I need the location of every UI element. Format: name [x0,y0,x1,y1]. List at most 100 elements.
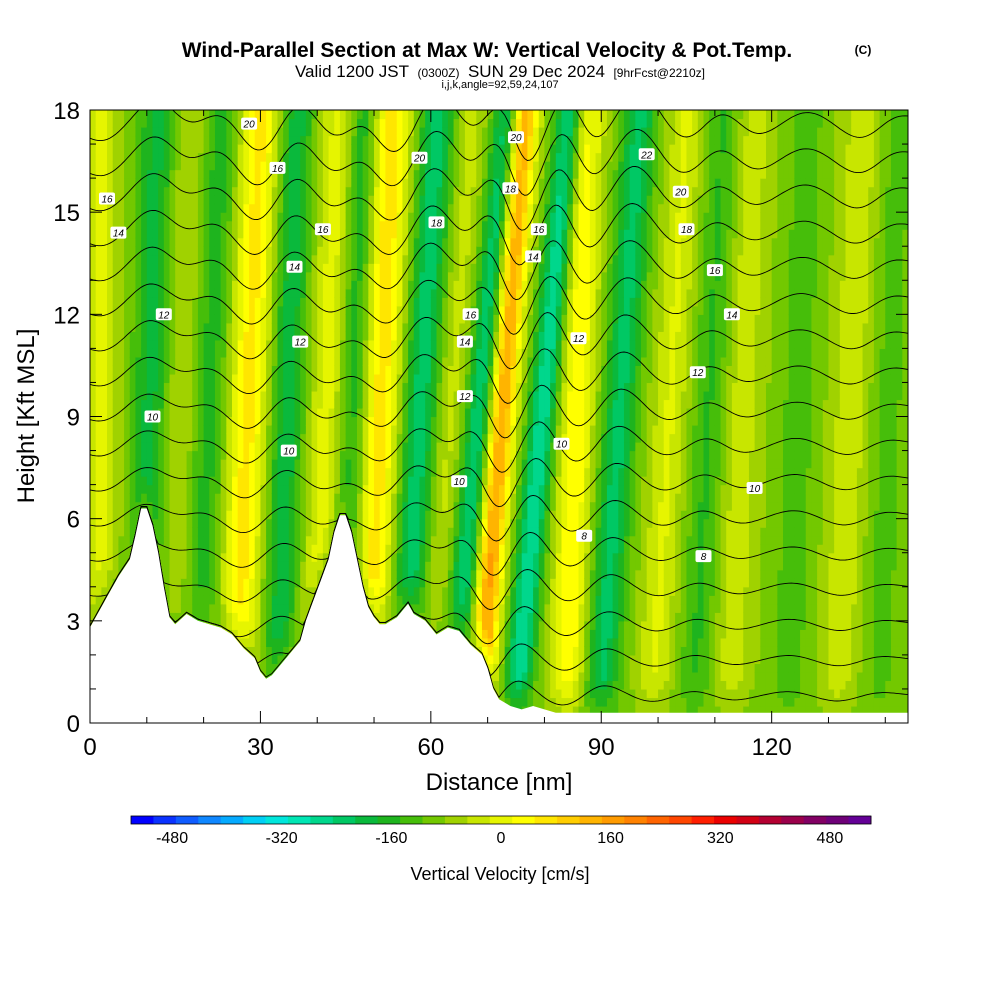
velocity-cell [379,348,386,358]
velocity-cell [419,161,426,171]
velocity-cell [442,620,449,630]
velocity-cell [192,459,199,469]
velocity-cell [476,407,483,418]
velocity-cell [368,459,375,469]
velocity-cell [101,263,108,273]
velocity-cell [141,195,148,205]
velocity-cell [396,220,404,230]
velocity-cell [425,552,432,562]
velocity-cell [328,144,335,154]
velocity-cell [214,288,222,298]
velocity-cell [163,518,171,528]
velocity-cell [152,442,159,452]
velocity-cell [129,305,137,315]
velocity-cell [288,493,296,503]
velocity-cell [419,203,426,213]
velocity-cell [345,169,352,179]
velocity-cell [283,595,290,605]
velocity-cell [464,552,472,562]
velocity-cell [305,535,313,545]
velocity-cell [328,459,335,469]
velocity-cell [260,510,267,520]
velocity-cell [186,339,193,349]
velocity-cell [391,203,398,213]
velocity-cell [368,586,375,596]
velocity-cell [413,356,421,367]
velocity-cell [249,195,256,205]
velocity-cell [425,407,432,418]
velocity-cell [197,407,205,418]
velocity-cell [408,569,415,579]
velocity-cell [214,356,222,367]
velocity-cell [146,220,154,230]
velocity-cell [459,127,466,137]
velocity-cell [271,339,279,349]
velocity-cell [362,442,369,452]
velocity-cell [436,501,443,511]
velocity-cell [447,501,455,511]
velocity-cell [124,263,131,273]
velocity-cell [277,433,284,443]
velocity-cell [232,433,239,443]
velocity-cell [260,305,267,315]
velocity-cell [447,467,455,477]
velocity-cell [203,161,210,171]
velocity-cell [214,544,222,554]
velocity-cell [277,220,284,230]
velocity-cell [260,195,267,205]
velocity-cell [90,467,97,477]
velocity-cell [271,416,279,426]
velocity-cell [152,254,159,264]
velocity-cell [374,144,381,154]
velocity-cell [163,493,171,503]
velocity-cell [379,356,386,367]
velocity-cell [101,322,108,332]
velocity-cell [470,339,477,349]
velocity-cell [476,314,483,324]
velocity-cell [266,671,273,682]
velocity-cell [254,518,262,528]
velocity-cell [214,297,222,307]
velocity-cell [345,348,352,358]
velocity-cell [294,237,301,247]
velocity-cell [192,603,199,613]
velocity-cell [447,535,455,545]
velocity-cell [169,586,176,596]
velocity-cell [413,339,421,349]
velocity-cell [430,569,438,579]
velocity-cell [345,237,352,247]
velocity-cell [237,237,244,247]
velocity-cell [277,331,284,341]
velocity-cell [430,527,438,537]
velocity-cell [90,442,97,452]
velocity-cell [192,407,199,418]
velocity-cell [464,569,472,579]
velocity-cell [356,510,364,520]
velocity-cell [305,212,313,222]
velocity-cell [186,288,193,298]
velocity-cell [118,535,125,545]
velocity-cell [402,459,409,469]
velocity-cell [345,365,352,375]
velocity-cell [379,169,386,179]
velocity-cell [470,229,477,239]
velocity-cell [146,493,154,503]
velocity-cell [249,493,256,503]
velocity-cell [396,169,404,179]
velocity-cell [283,348,290,358]
velocity-cell [396,212,404,222]
velocity-cell [396,135,404,145]
velocity-cell [288,544,296,554]
velocity-cell [419,373,426,384]
velocity-cell [214,237,222,247]
velocity-cell [476,399,483,409]
velocity-cell [135,220,142,230]
velocity-cell [408,237,415,247]
velocity-cell [402,305,409,315]
velocity-cell [226,484,233,494]
velocity-cell [232,535,239,545]
velocity-cell [254,314,262,324]
velocity-cell [459,518,466,528]
velocity-cell [158,390,165,401]
velocity-cell [254,322,262,332]
